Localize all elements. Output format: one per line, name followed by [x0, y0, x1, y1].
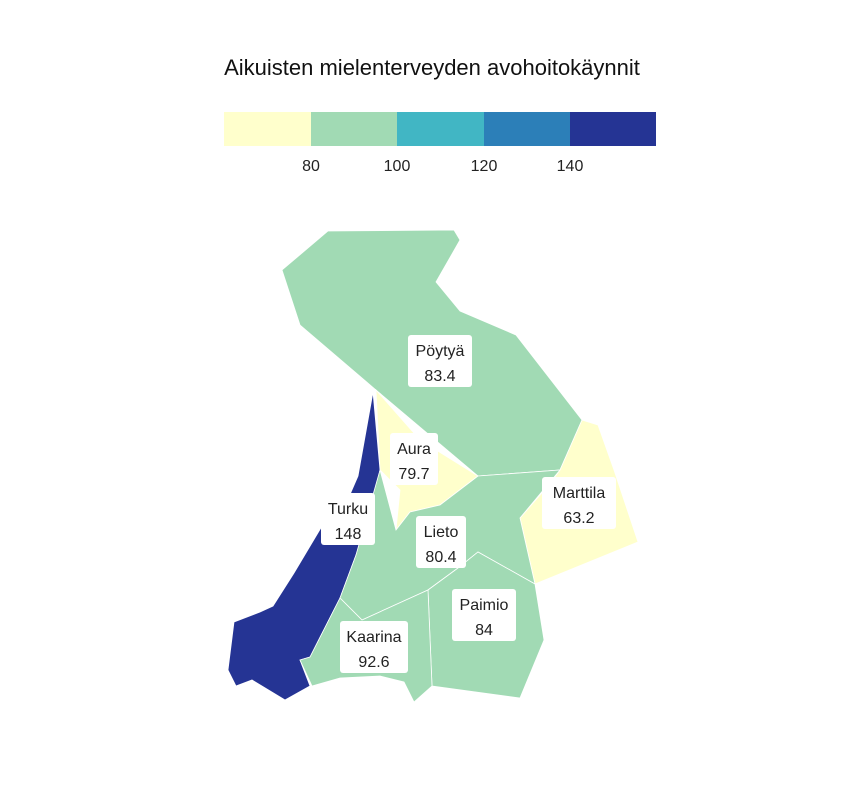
label-turku: Turku 148 — [321, 493, 375, 545]
region-name-label: Paimio — [460, 597, 509, 614]
label-paimio: Paimio 84 — [452, 589, 516, 641]
legend-tick-label: 120 — [471, 158, 498, 175]
region-name-label: Turku — [328, 501, 368, 518]
region-name-label: Marttila — [553, 485, 606, 502]
region-value-label: 63.2 — [563, 510, 594, 527]
legend-bin-5 — [570, 112, 656, 146]
label-poytya: Pöytyä 83.4 — [408, 335, 472, 387]
region-value-label: 79.7 — [398, 466, 429, 483]
region-value-label: 148 — [335, 526, 362, 543]
region-name-label: Aura — [397, 441, 431, 458]
legend-bin-1 — [224, 112, 311, 146]
legend-bin-4 — [484, 112, 570, 146]
region-value-label: 80.4 — [425, 549, 456, 566]
legend-bin-3 — [397, 112, 484, 146]
region-name-label: Pöytyä — [416, 343, 465, 360]
map-title: Aikuisten mielenterveyden avohoitokäynni… — [224, 55, 640, 80]
region-value-label: 92.6 — [358, 654, 389, 671]
region-value-label: 84 — [475, 622, 493, 639]
legend-tick-label: 100 — [384, 158, 411, 175]
legend-bin-2 — [311, 112, 397, 146]
label-marttila: Marttila 63.2 — [542, 477, 616, 529]
region-name-label: Kaarina — [346, 629, 401, 646]
region-name-label: Lieto — [424, 524, 459, 541]
legend-tick-label: 80 — [302, 158, 320, 175]
label-lieto: Lieto 80.4 — [416, 516, 466, 568]
region-value-label: 83.4 — [424, 368, 455, 385]
label-aura: Aura 79.7 — [390, 433, 438, 485]
label-kaarina: Kaarina 92.6 — [340, 621, 408, 673]
legend-tick-label: 140 — [557, 158, 584, 175]
